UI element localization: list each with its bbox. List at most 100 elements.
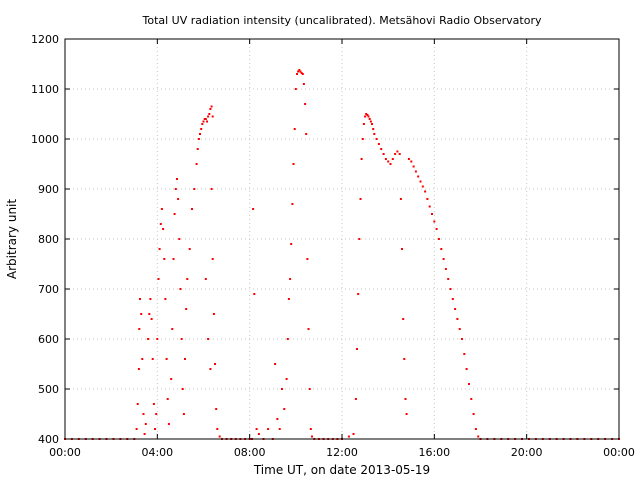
- data-point: [362, 123, 365, 125]
- data-point: [172, 258, 175, 260]
- data-point: [366, 114, 369, 116]
- data-point: [144, 423, 147, 425]
- data-point: [302, 83, 305, 85]
- data-point: [276, 418, 279, 420]
- y-tick-label: 1200: [31, 33, 59, 46]
- data-point: [354, 398, 357, 400]
- data-point: [360, 158, 363, 160]
- data-point: [297, 70, 300, 73]
- data-point: [305, 133, 308, 135]
- data-point: [301, 73, 304, 75]
- data-point: [143, 433, 146, 435]
- data-point: [437, 238, 440, 240]
- data-point: [200, 128, 203, 130]
- x-axis-title: Time UT, on date 2013-05-19: [253, 463, 430, 477]
- data-point: [137, 368, 140, 370]
- data-point: [398, 153, 401, 155]
- y-tick-label: 900: [38, 183, 59, 196]
- data-point: [298, 69, 301, 71]
- data-point: [377, 143, 380, 145]
- data-point: [477, 435, 480, 438]
- data-point: [214, 363, 216, 365]
- data-point: [209, 108, 212, 110]
- data-point: [157, 278, 160, 280]
- data-point: [211, 115, 214, 118]
- data-point: [417, 175, 420, 178]
- data-point: [347, 435, 350, 438]
- data-point: [361, 138, 364, 140]
- data-point: [174, 188, 177, 190]
- data-point: [185, 308, 188, 310]
- data-point: [456, 318, 459, 320]
- data-point: [382, 153, 385, 155]
- data-point: [359, 198, 362, 200]
- x-tick-label: 00:00: [49, 446, 81, 459]
- data-point: [165, 358, 168, 360]
- data-point: [210, 105, 213, 108]
- data-point: [151, 358, 154, 360]
- data-point: [444, 268, 447, 270]
- data-point: [179, 288, 182, 290]
- x-tick-label: 12:00: [326, 446, 358, 459]
- data-point: [291, 203, 294, 205]
- chart-title: Total UV radiation intensity (uncalibrat…: [142, 14, 542, 27]
- data-point: [375, 138, 378, 140]
- data-point: [188, 248, 191, 250]
- y-tick-label: 400: [38, 433, 59, 446]
- data-point: [283, 408, 286, 410]
- data-point: [196, 148, 199, 150]
- data-point: [177, 198, 180, 200]
- data-point: [369, 120, 372, 123]
- ticks-layer: [64, 38, 620, 440]
- data-point: [215, 408, 218, 410]
- data-point: [294, 88, 297, 90]
- data-point: [195, 163, 198, 165]
- data-point: [218, 435, 221, 438]
- y-tick-label: 500: [38, 383, 59, 396]
- y-tick-label: 1000: [31, 133, 59, 146]
- data-point: [210, 188, 213, 190]
- data-point: [252, 208, 255, 210]
- data-point: [162, 228, 165, 230]
- data-point: [167, 423, 170, 425]
- data-point: [278, 428, 281, 430]
- data-point: [147, 338, 150, 340]
- data-point: [356, 348, 358, 350]
- data-point: [209, 368, 212, 370]
- data-point: [447, 278, 450, 280]
- data-point: [286, 338, 289, 340]
- y-tick-label: 1100: [31, 83, 59, 96]
- data-point: [435, 228, 438, 230]
- grid-layer: [65, 39, 619, 439]
- data-point: [458, 328, 461, 330]
- data-point: [454, 308, 457, 310]
- data-point: [142, 413, 145, 415]
- data-point: [308, 388, 311, 390]
- data-point: [419, 180, 422, 183]
- data-point: [304, 103, 307, 105]
- data-point: [391, 158, 394, 160]
- data-point: [152, 403, 155, 405]
- data-point: [267, 428, 270, 430]
- data-point: [199, 133, 201, 135]
- data-point: [211, 258, 214, 260]
- data-point: [204, 278, 207, 280]
- data-point: [285, 378, 288, 380]
- data-point: [290, 243, 293, 245]
- y-tick-label: 700: [38, 283, 59, 296]
- y-tick-label: 600: [38, 333, 59, 346]
- data-point: [449, 288, 452, 290]
- data-point: [159, 223, 162, 225]
- data-point: [405, 413, 408, 415]
- data-point: [166, 398, 169, 400]
- data-point: [399, 198, 402, 200]
- data-point: [287, 298, 290, 300]
- data-point: [410, 160, 413, 163]
- data-point: [274, 363, 277, 365]
- data-point: [389, 163, 392, 165]
- data-point: [170, 378, 173, 380]
- data-point: [149, 298, 152, 300]
- data-point: [394, 153, 397, 155]
- data-point: [160, 208, 163, 210]
- data-point: [176, 178, 178, 180]
